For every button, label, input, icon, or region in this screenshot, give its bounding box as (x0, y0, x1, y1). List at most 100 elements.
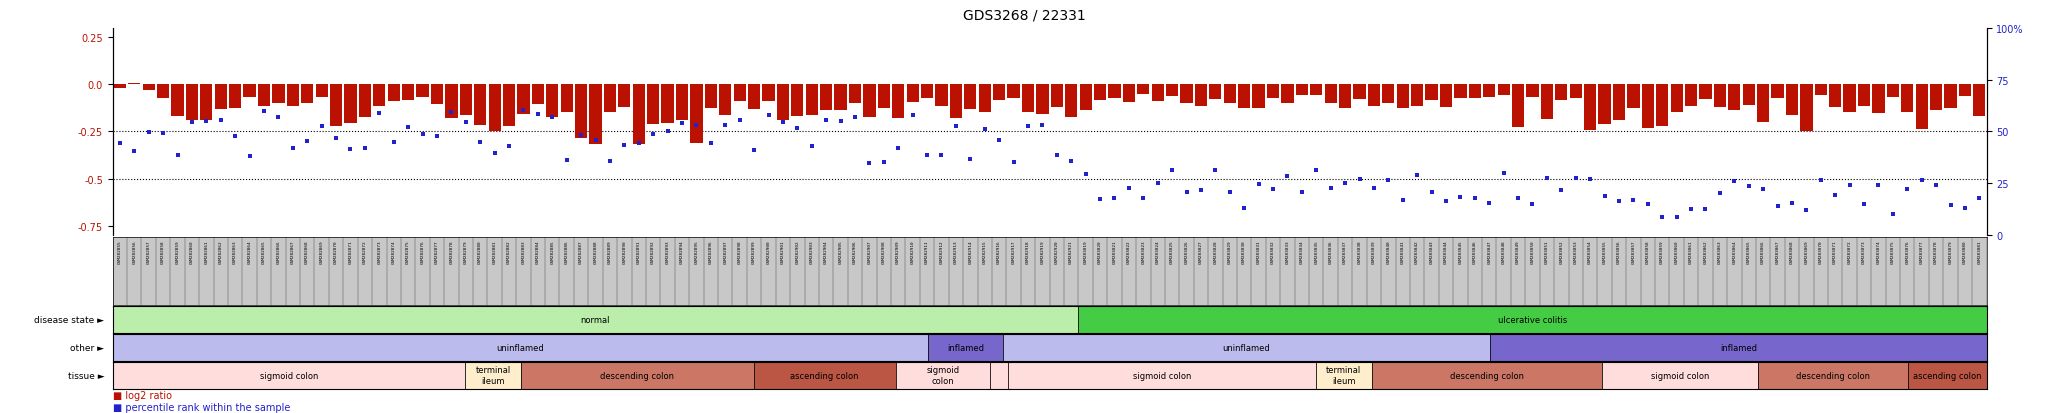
Bar (1268, 85, 1280, 99)
Text: GSM283047: GSM283047 (1487, 240, 1491, 263)
Bar (1311, 85, 1323, 96)
Bar (215, 85, 227, 109)
Text: GSM283021: GSM283021 (1112, 240, 1116, 263)
Text: ulcerative colitis: ulcerative colitis (1497, 316, 1567, 324)
Text: descending colon: descending colon (600, 371, 674, 380)
Text: GSM282914: GSM282914 (969, 240, 973, 263)
Text: tissue ►: tissue ► (68, 371, 104, 380)
Text: GSM283043: GSM283043 (1430, 240, 1434, 263)
Bar (401, 85, 414, 100)
Bar (186, 85, 199, 121)
Bar (950, 85, 963, 119)
Text: GSM282868: GSM282868 (305, 240, 309, 263)
Bar (819, 85, 831, 110)
Text: GSM283080: GSM283080 (1962, 240, 1966, 263)
Text: ■ log2 ratio: ■ log2 ratio (113, 390, 172, 400)
Bar (1815, 85, 1827, 96)
Bar (1253, 85, 1266, 109)
Bar (1800, 85, 1812, 131)
Bar (1915, 85, 1927, 129)
Text: GSM283076: GSM283076 (1905, 240, 1909, 263)
Bar (1511, 85, 1524, 128)
Bar (928, 334, 1004, 361)
Bar (1165, 85, 1178, 97)
Bar (1714, 85, 1726, 108)
Text: GSM282896: GSM282896 (709, 240, 713, 263)
Text: inflamed: inflamed (946, 343, 983, 352)
Text: GSM283071: GSM283071 (1833, 240, 1837, 263)
Bar (430, 85, 442, 105)
Text: GSM283036: GSM283036 (1329, 240, 1333, 263)
Text: GSM282890: GSM282890 (623, 240, 627, 263)
Bar (1757, 85, 1769, 123)
Bar (705, 85, 717, 108)
Text: GSM282874: GSM282874 (391, 240, 395, 263)
Text: GSM282909: GSM282909 (897, 240, 901, 263)
Text: GSM282870: GSM282870 (334, 240, 338, 263)
Bar (1454, 85, 1466, 99)
Bar (848, 85, 860, 104)
Text: GSM283051: GSM283051 (1544, 240, 1548, 263)
Text: GSM283052: GSM283052 (1559, 240, 1563, 263)
Text: GSM282900: GSM282900 (766, 240, 770, 263)
Text: GSM282882: GSM282882 (508, 240, 512, 263)
Bar (1065, 85, 1077, 118)
Bar (1223, 85, 1235, 104)
Text: GSM282907: GSM282907 (868, 240, 870, 263)
Bar (416, 85, 428, 97)
Bar (489, 85, 502, 132)
Text: GSM282897: GSM282897 (723, 240, 727, 263)
Text: GSM283050: GSM283050 (1530, 240, 1534, 263)
Bar (1602, 362, 1757, 389)
Bar (989, 362, 1008, 389)
Text: GSM283079: GSM283079 (1948, 240, 1952, 263)
Bar (1729, 85, 1741, 110)
Text: GSM283033: GSM283033 (1286, 240, 1290, 263)
Bar (1354, 85, 1366, 100)
Text: GSM283053: GSM283053 (1573, 240, 1577, 263)
Bar (993, 85, 1006, 100)
Text: sigmoid colon: sigmoid colon (260, 371, 317, 380)
Text: GSM282875: GSM282875 (406, 240, 410, 263)
Text: GSM283060: GSM283060 (1675, 240, 1679, 263)
Bar (444, 85, 457, 119)
Bar (1583, 85, 1595, 131)
Text: ascending colon: ascending colon (791, 371, 858, 380)
Text: GSM283066: GSM283066 (1761, 240, 1765, 263)
Text: GSM282908: GSM282908 (883, 240, 887, 263)
Bar (1671, 85, 1683, 113)
Text: GSM283061: GSM283061 (1690, 240, 1694, 263)
Bar (1440, 85, 1452, 107)
Bar (1858, 85, 1870, 107)
Text: GSM283024: GSM283024 (1155, 240, 1159, 263)
Text: GSM283029: GSM283029 (1229, 240, 1231, 263)
Text: GSM283077: GSM283077 (1919, 240, 1923, 263)
Bar (1468, 85, 1481, 99)
Text: GSM282885: GSM282885 (551, 240, 555, 263)
Bar (532, 85, 545, 104)
Text: uninflamed: uninflamed (496, 343, 545, 352)
Bar (1397, 85, 1409, 109)
Bar (1743, 85, 1755, 105)
Bar (143, 85, 156, 91)
Bar (1036, 85, 1049, 114)
Bar (733, 85, 745, 101)
Text: GSM282887: GSM282887 (580, 240, 584, 263)
Bar (1051, 85, 1063, 108)
Bar (1526, 85, 1538, 98)
Bar (344, 85, 356, 123)
Bar (518, 85, 530, 115)
Bar (1786, 85, 1798, 116)
Text: GSM282859: GSM282859 (176, 240, 180, 263)
Bar (776, 85, 788, 120)
Bar (1972, 85, 1985, 116)
Text: GSM282871: GSM282871 (348, 240, 352, 263)
Bar (1151, 85, 1163, 102)
Bar (1122, 85, 1135, 102)
Bar (907, 85, 920, 102)
Bar (965, 85, 977, 110)
Text: sigmoid colon: sigmoid colon (1651, 371, 1710, 380)
Text: ■ percentile rank within the sample: ■ percentile rank within the sample (113, 402, 291, 412)
Bar (1628, 85, 1640, 109)
Bar (1540, 85, 1552, 119)
